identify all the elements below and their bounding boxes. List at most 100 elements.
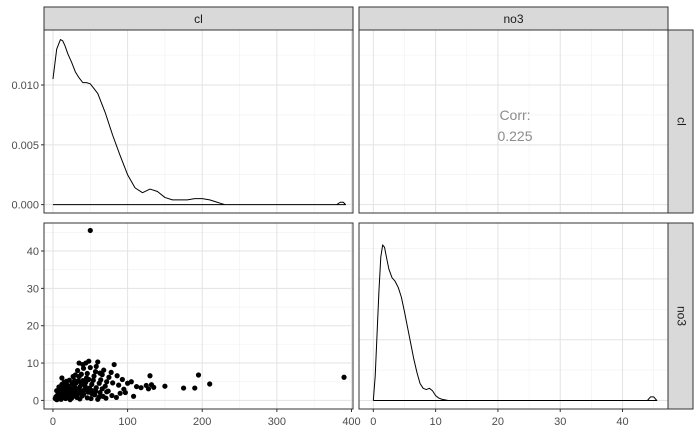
scatter-point: [91, 373, 97, 379]
scatter-point: [96, 394, 102, 400]
scatter-point: [97, 370, 103, 376]
x-tick-label: 20: [492, 416, 504, 428]
scatter-point: [72, 378, 78, 384]
scatter-point: [74, 367, 81, 374]
scatter-point: [110, 380, 116, 386]
scatter-point: [95, 359, 101, 365]
scatter-point: [96, 380, 102, 386]
scatter-point: [103, 395, 109, 401]
scatter-point: [117, 390, 123, 396]
density-curve-cl: [52, 39, 347, 206]
x-tick-label: 400: [342, 416, 360, 428]
x-tick-label: 200: [193, 416, 211, 428]
scatter-point: [92, 369, 99, 375]
x-tick-label: 0: [50, 416, 56, 428]
scatter-point: [101, 367, 107, 373]
scatter-point: [99, 386, 105, 392]
scatter-point: [60, 394, 67, 401]
scatter-point: [128, 379, 134, 385]
scatter-point: [86, 376, 92, 383]
row-strip-label-cl: cl: [674, 117, 688, 126]
panel-correlation: Corr: 0.225: [358, 29, 669, 214]
scatter-point: [180, 385, 187, 391]
scatter-point: [80, 365, 87, 371]
row-strip-cl: cl: [667, 29, 694, 214]
scatter-point: [113, 394, 119, 401]
panel-background: [44, 30, 353, 213]
scatter-point: [87, 364, 93, 371]
scatter-point: [74, 391, 80, 398]
scatter-point: [145, 386, 152, 392]
scatter-point: [97, 389, 103, 396]
scatter-point: [116, 382, 122, 388]
scatter-point: [122, 389, 128, 396]
y-tick-label: 0: [33, 395, 39, 407]
y-tick-label: 40: [27, 246, 39, 258]
scatter-point: [109, 392, 115, 399]
panel-border: [43, 29, 354, 214]
scatter-point: [119, 376, 125, 383]
y-tick-label: 10: [27, 358, 39, 370]
panel-cl-vs-no3-scatter: 0 100 200 300 400 0 10 20 30 40: [27, 222, 361, 428]
scatter-point: [138, 385, 144, 391]
column-strip-label-no3: no3: [503, 12, 523, 26]
scatter-point: [104, 389, 110, 395]
y-tick-label: 20: [27, 321, 39, 333]
scatter-point: [56, 384, 62, 390]
scatter-point: [114, 373, 120, 379]
y-tick-label: 0.010: [11, 80, 39, 92]
scatter-point: [104, 379, 110, 385]
scatter-point: [108, 369, 114, 375]
scatter-point: [341, 374, 347, 380]
scatter-point: [77, 396, 83, 402]
scatter-point: [88, 395, 94, 402]
column-strip-label-cl: cl: [194, 12, 203, 26]
scatter-point: [106, 374, 112, 380]
x-tick-label: 10: [430, 416, 442, 428]
scatter-point: [89, 381, 95, 387]
x-tick-label: 40: [616, 416, 628, 428]
panel-background: [359, 30, 668, 213]
scatter-point: [54, 388, 60, 394]
scatter-point: [54, 396, 61, 402]
scatter-point: [83, 386, 90, 392]
scatter-point: [130, 393, 137, 399]
x-tick-label: 0: [370, 416, 376, 428]
x-tick-label: 300: [268, 416, 286, 428]
column-strip-no3: no3: [358, 6, 669, 31]
scatter-point: [92, 388, 99, 394]
corr-label: Corr:: [499, 107, 530, 123]
scatter-point: [63, 378, 69, 384]
density-curve-no3: [372, 244, 658, 401]
corr-value: 0.225: [497, 128, 532, 144]
column-strip-cl: cl: [43, 6, 354, 31]
x-tick-label: 30: [554, 416, 566, 428]
scatter-point: [76, 360, 82, 366]
scatter-point: [59, 375, 65, 381]
panel-cl-density: 0.000 0.005 0.010: [11, 29, 354, 214]
panel-border: [358, 29, 669, 214]
scatter-point: [111, 361, 117, 368]
x-tick-label: 100: [118, 416, 136, 428]
scatter-point: [148, 382, 155, 388]
y-tick-label: 30: [27, 283, 39, 295]
scatter-point: [69, 386, 75, 393]
row-strip-no3: no3: [667, 222, 694, 410]
panel-border: [43, 222, 354, 410]
scatter-point: [70, 373, 76, 380]
scatter-point: [207, 381, 213, 387]
scatter-point: [195, 372, 202, 378]
scatter-point: [90, 377, 96, 383]
panel-no3-density: 0 10 20 30 40: [358, 222, 669, 428]
panel-background: [359, 223, 668, 409]
scatter-point: [87, 227, 93, 234]
y-tick-label: 0.000: [11, 200, 39, 212]
scatter-point: [93, 363, 99, 370]
scatter-point: [162, 383, 168, 389]
scatter-point: [133, 383, 140, 390]
scatter-point: [83, 360, 89, 366]
scatter-point: [78, 371, 84, 377]
y-tick-label: 0.005: [11, 140, 39, 152]
panel-border: [358, 222, 669, 410]
